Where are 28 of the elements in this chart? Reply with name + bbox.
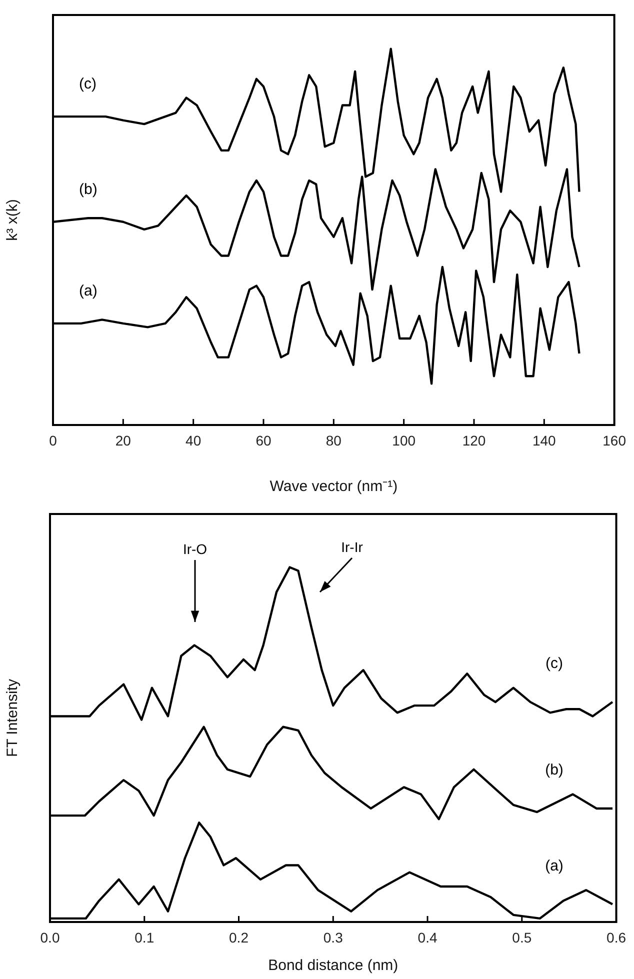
x-tick-label: 0.0 <box>40 929 60 946</box>
x-tick-label: 40 <box>186 432 202 448</box>
text: Ir-O <box>182 540 208 557</box>
text: (c) <box>546 655 564 672</box>
text: Ir-Ir <box>341 538 364 555</box>
x-tick-label: 60 <box>256 432 272 448</box>
x-tick-label: 0.1 <box>134 929 154 946</box>
y-axis-title: FT Intensity <box>4 678 22 758</box>
series-label: (b) <box>79 181 98 198</box>
x-tick-label: 0 <box>49 432 58 448</box>
x-tick-label: 0.5 <box>512 929 532 946</box>
x-tick-label: 120 <box>462 432 486 448</box>
x-tick-label: 140 <box>532 432 556 448</box>
x-axis-title: Bond distance (nm) <box>268 957 398 974</box>
x-tick-label: 80 <box>326 432 342 448</box>
x-tick-label: 0.3 <box>323 929 344 946</box>
x-tick-label: 20 <box>115 432 132 448</box>
series-label: (a) <box>79 282 98 300</box>
y-axis-title: k³ x(k) <box>4 199 22 241</box>
x-tick-label: 160 <box>602 432 626 448</box>
x-tick-label: 0.6 <box>606 929 626 946</box>
x-tick-label: 0.2 <box>229 929 249 946</box>
series-label: (a) <box>545 857 564 874</box>
series-label: (c) <box>79 76 96 93</box>
x-tick-label: 100 <box>392 432 416 448</box>
series-label: (b) <box>545 762 564 779</box>
x-axis-title: Wave vector (nm⁻¹) <box>270 478 398 496</box>
x-tick-label: 0.4 <box>418 929 438 946</box>
